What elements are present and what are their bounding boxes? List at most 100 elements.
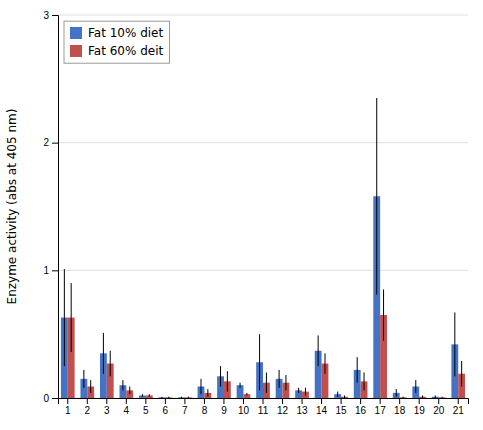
- error-bar: [279, 370, 280, 388]
- series: [61, 98, 458, 398]
- error-bar: [188, 397, 189, 398]
- legend-item: Fat 10% diet: [70, 26, 163, 40]
- error-bar: [415, 380, 416, 393]
- error-bar: [181, 397, 182, 398]
- tick-mark: [282, 398, 283, 404]
- tick: 3: [104, 398, 110, 416]
- tick: 12: [277, 398, 289, 416]
- error-bar: [298, 388, 299, 393]
- tick-mark: [165, 398, 166, 404]
- bar: [159, 397, 166, 398]
- tick: 18: [394, 398, 406, 416]
- tick: 5: [143, 398, 149, 416]
- tick-mark: [52, 398, 58, 399]
- tick-label: 14: [316, 405, 328, 416]
- tick-mark: [263, 398, 264, 404]
- chart: 0123123456789101112131415161718192021Fat…: [0, 0, 483, 430]
- tick-mark: [399, 398, 400, 404]
- tick-mark: [360, 398, 361, 404]
- error-bar: [64, 269, 65, 366]
- legend-item: Fat 60% deit: [70, 44, 163, 58]
- legend-box: [64, 21, 169, 63]
- tick: 11: [258, 398, 269, 416]
- error-bar: [161, 397, 162, 398]
- error-bar: [201, 379, 202, 394]
- legend-swatch: [70, 27, 82, 39]
- legend-label: Fat 10% diet: [88, 26, 163, 40]
- tick-label: 6: [163, 405, 169, 416]
- error-bar: [285, 375, 286, 390]
- tick-label: 19: [414, 405, 426, 416]
- tick: 14: [316, 398, 328, 416]
- error-bar: [422, 395, 423, 398]
- tick: 17: [375, 398, 387, 416]
- tick-mark: [243, 398, 244, 404]
- y-axis: 0123: [43, 10, 58, 404]
- bar: [165, 397, 172, 398]
- error-bar: [90, 380, 91, 393]
- tick: 10: [238, 398, 250, 416]
- tick-mark: [87, 398, 88, 404]
- tick: 6: [163, 398, 169, 416]
- y-axis-title: Enzyme activity (abs at 405 nm): [5, 109, 19, 305]
- error-bar: [207, 389, 208, 397]
- tick-mark: [184, 398, 185, 404]
- grid-line: [58, 142, 468, 143]
- tick: 8: [202, 398, 208, 416]
- grid: [58, 15, 468, 398]
- bar: [178, 397, 185, 398]
- error-bar: [142, 394, 143, 397]
- marks: [61, 98, 465, 398]
- tick-label: 1: [65, 405, 71, 416]
- error-bar: [376, 98, 377, 295]
- error-bar: [435, 395, 436, 398]
- error-bar: [168, 397, 169, 398]
- error-bar: [318, 335, 319, 366]
- error-bar: [396, 389, 397, 397]
- bar: [439, 397, 446, 398]
- error-bar: [103, 333, 104, 374]
- error-bar: [240, 383, 241, 388]
- error-bar: [305, 388, 306, 396]
- legend: Fat 10% diet Fat 60% deit: [64, 21, 169, 63]
- error-bar: [454, 312, 455, 376]
- legend-label: Fat 60% deit: [88, 44, 163, 58]
- axis-line: [52, 16, 59, 399]
- tick: 2: [43, 137, 58, 148]
- error-bar: [83, 370, 84, 388]
- tick: 9: [221, 398, 227, 416]
- error-bar: [129, 387, 130, 395]
- tick-mark: [458, 398, 459, 404]
- series: [68, 283, 465, 398]
- tick-label: 5: [143, 405, 149, 416]
- tick-label: 8: [202, 405, 208, 416]
- tick-label: 2: [43, 137, 49, 148]
- tick-mark: [341, 398, 342, 404]
- tick-label: 18: [394, 405, 406, 416]
- grid-line: [58, 15, 468, 16]
- tick-label: 0: [43, 393, 49, 404]
- error-bar: [246, 393, 247, 396]
- grid-line: [58, 270, 468, 271]
- tick: 16: [355, 398, 367, 416]
- tick-label: 3: [104, 405, 110, 416]
- tick-mark: [419, 398, 420, 404]
- tick-label: 4: [124, 405, 130, 416]
- error-bar: [442, 397, 443, 398]
- tick: 15: [336, 398, 348, 416]
- error-bar: [364, 372, 365, 390]
- tick: 4: [124, 398, 130, 416]
- tick: 3: [43, 10, 58, 21]
- tick-label: 17: [375, 405, 387, 416]
- tick: 13: [296, 398, 308, 416]
- error-bar: [71, 283, 72, 352]
- error-bar: [337, 392, 338, 397]
- error-bar: [122, 380, 123, 390]
- error-bar: [344, 395, 345, 398]
- tick-label: 2: [85, 405, 91, 416]
- error-bar: [220, 366, 221, 386]
- tick-mark: [126, 398, 127, 404]
- tick: 21: [453, 398, 465, 416]
- tick-label: 15: [336, 405, 348, 416]
- error-bar: [227, 371, 228, 391]
